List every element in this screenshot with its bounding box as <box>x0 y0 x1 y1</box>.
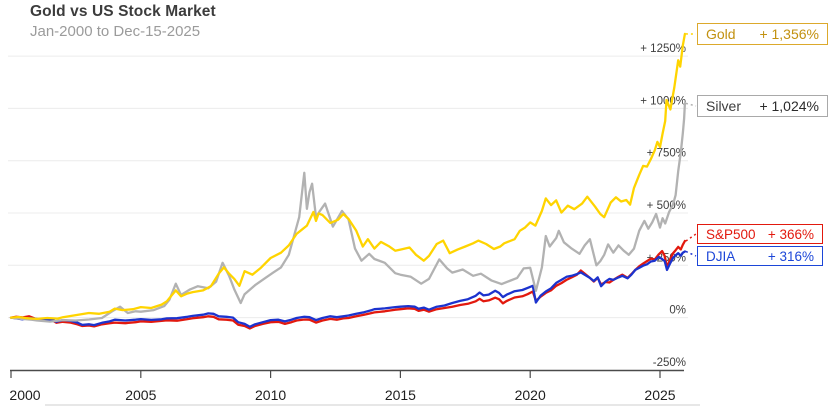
page-title: Gold vs US Stock Market <box>30 3 216 20</box>
svg-text:2025: 2025 <box>644 387 675 403</box>
svg-text:-250%: -250% <box>653 357 686 369</box>
svg-text:2015: 2015 <box>385 387 416 403</box>
sp500-series-label-box: S&P500 + 366% <box>697 224 823 244</box>
svg-text:2010: 2010 <box>255 387 286 403</box>
gold-series-return: + 1,356% <box>759 26 819 42</box>
djia-series-label-box: DJIA + 316% <box>697 246 823 266</box>
bottom-divider <box>45 404 700 406</box>
gold-series-name: Gold <box>706 26 736 42</box>
svg-text:0%: 0% <box>669 305 686 317</box>
djia-series-return: + 316% <box>767 248 814 264</box>
svg-text:+ 750%: + 750% <box>647 148 686 160</box>
svg-text:2005: 2005 <box>125 387 156 403</box>
svg-text:+ 500%: + 500% <box>647 200 686 212</box>
silver-series-label-box: Silver + 1,024% <box>697 95 828 117</box>
svg-text:2020: 2020 <box>515 387 546 403</box>
sp500-series-return: + 366% <box>767 226 814 242</box>
svg-text:2000: 2000 <box>9 387 40 403</box>
silver-series-return: + 1,024% <box>759 98 819 114</box>
silver-series-name: Silver <box>706 98 742 114</box>
svg-text:+ 1000%: + 1000% <box>640 95 686 107</box>
gold-series-label-box: Gold + 1,356% <box>697 23 828 45</box>
sp500-series-name: S&P500 <box>706 226 756 242</box>
djia-series-name: DJIA <box>706 248 736 264</box>
svg-text:+ 1250%: + 1250% <box>640 43 686 55</box>
date-range-subtitle: Jan-2000 to Dec-15-2025 <box>30 23 201 40</box>
